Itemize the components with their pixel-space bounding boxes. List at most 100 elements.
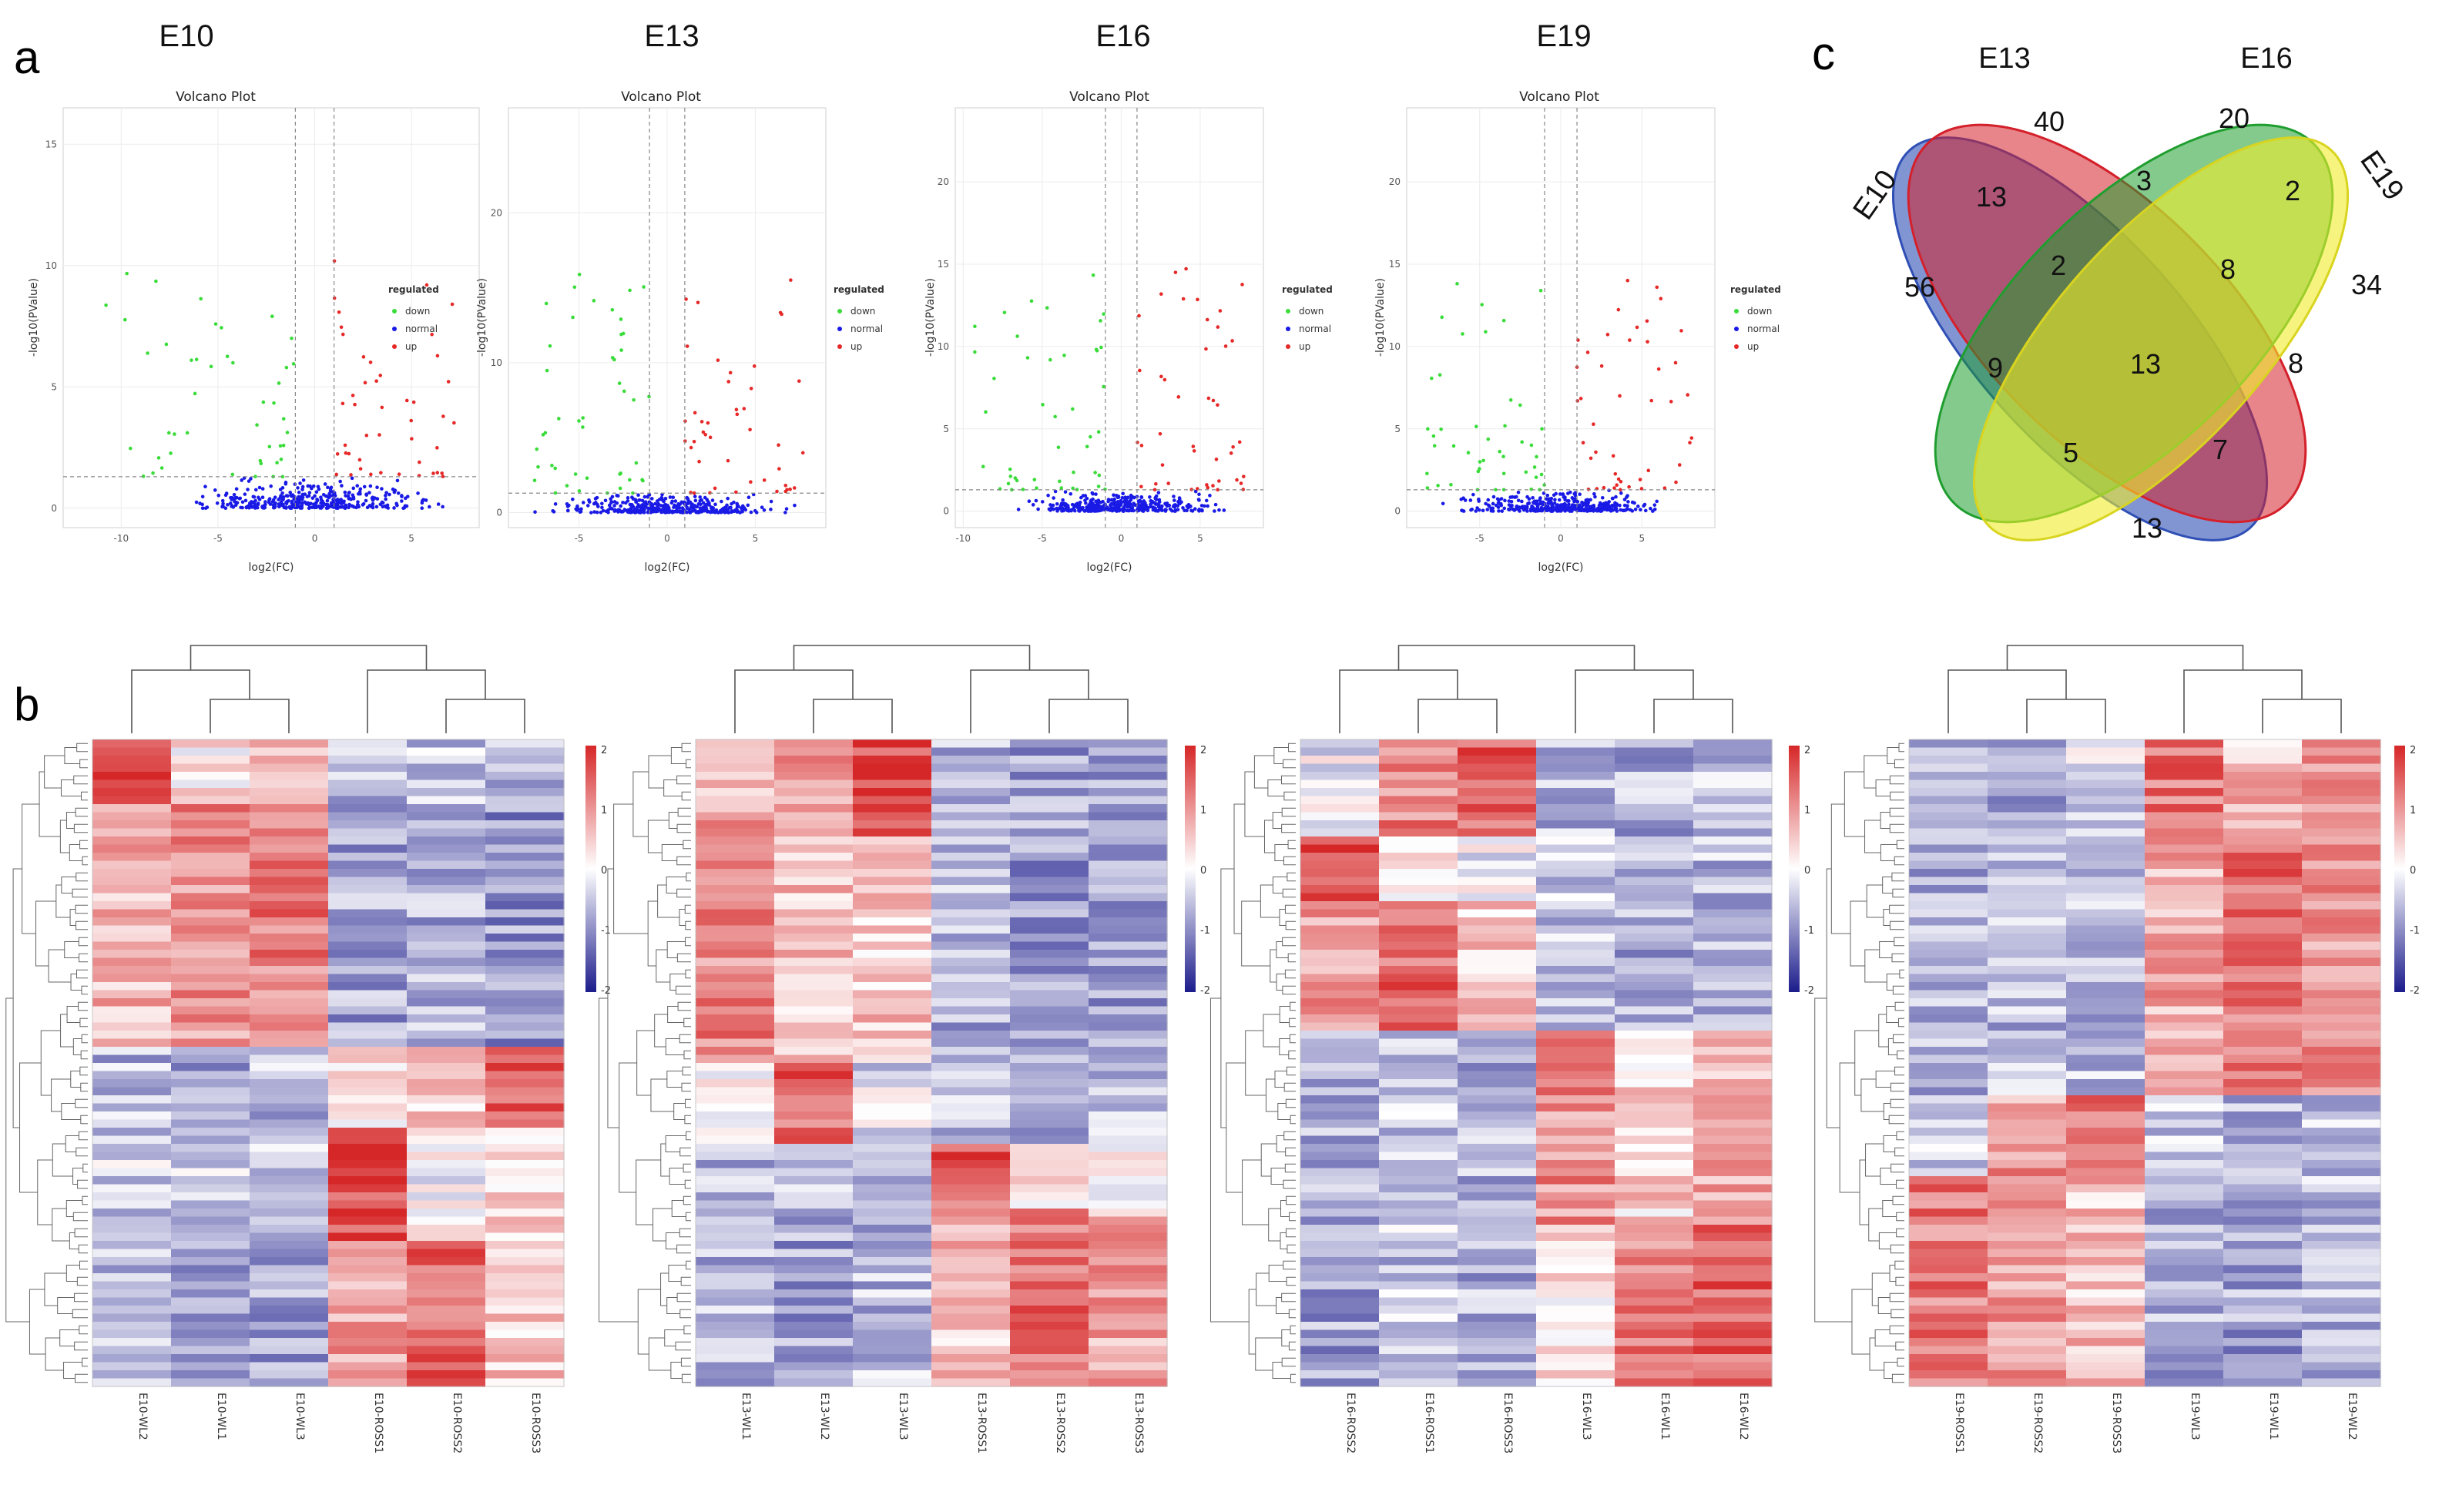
heatmap-cell	[2223, 1313, 2303, 1323]
heatmap-cell	[171, 957, 250, 967]
heatmap-cell	[1300, 1054, 1380, 1064]
heatmap-cell	[171, 869, 250, 878]
heatmap-cell	[92, 1103, 172, 1112]
point-down	[220, 326, 223, 330]
dendrogram-branch	[52, 1143, 73, 1177]
heatmap-cell	[250, 909, 329, 918]
point-normal	[1140, 508, 1144, 512]
heatmap-cell	[171, 1014, 250, 1024]
dendrogram-branch	[1886, 1006, 1899, 1023]
heatmap-cell	[1300, 756, 1380, 765]
point-normal	[705, 510, 710, 514]
heatmap-cell	[1010, 1184, 1089, 1193]
heatmap-cell	[485, 982, 565, 991]
heatmap-cell	[1300, 779, 1380, 789]
heatmap-cell	[1010, 1135, 1089, 1145]
heatmap-border	[1300, 739, 1773, 1387]
point-normal	[1081, 505, 1085, 510]
point-normal	[581, 501, 585, 505]
dendrogram-branch	[1280, 775, 1296, 785]
dendrogram-branch	[619, 1062, 637, 1193]
heatmap-cell	[2223, 796, 2303, 805]
point-up	[344, 451, 348, 455]
point-normal	[634, 510, 639, 515]
heatmap-cell	[1693, 1168, 1773, 1177]
volcano-title: Volcano Plot	[621, 89, 701, 105]
heatmap-cell	[2066, 820, 2145, 830]
point-normal	[1550, 509, 1555, 513]
heatmap-cell	[1010, 756, 1089, 765]
point-normal	[1123, 495, 1128, 499]
y-axis-label: -log10(PValue)	[28, 278, 40, 357]
heatmap-cell	[250, 869, 329, 878]
dendrogram-branch	[61, 1103, 81, 1120]
point-normal	[318, 506, 323, 510]
point-up	[1162, 377, 1167, 382]
point-normal	[1622, 498, 1627, 501]
heatmap-cell	[407, 836, 486, 846]
heatmap-cell	[1615, 957, 1694, 967]
heatmap-cell	[2145, 885, 2224, 894]
heatmap-cell	[1379, 1378, 1458, 1387]
dendrogram-branch	[1283, 759, 1296, 769]
heatmap-cell	[1379, 934, 1458, 943]
heatmap-cell	[853, 1209, 932, 1218]
volcano-title: Volcano Plot	[1069, 89, 1149, 105]
point-up	[1655, 285, 1659, 290]
point-down	[231, 360, 235, 365]
heatmap-cell	[1615, 966, 1694, 975]
point-up	[1191, 444, 1196, 448]
venn-set-label-e13: E13	[1978, 42, 2031, 75]
heatmap-cell	[1458, 1095, 1537, 1105]
heatmap-cell	[1379, 1370, 1458, 1380]
heatmap-cell	[1379, 1192, 1458, 1202]
heatmap-cell	[1693, 779, 1773, 789]
heatmap-cell	[171, 1192, 250, 1202]
heatmap-cell	[853, 1346, 932, 1355]
dendrogram-branch	[680, 1357, 691, 1367]
point-normal	[1512, 508, 1517, 512]
point-normal	[714, 508, 719, 512]
point-up	[800, 451, 805, 455]
heatmap-cell	[407, 1249, 486, 1258]
heatmap-cell	[1615, 1071, 1694, 1080]
dendrogram-branch	[679, 1034, 691, 1044]
heatmap-cell	[171, 1329, 250, 1339]
heatmap-cell	[1536, 779, 1615, 789]
heatmap-cell	[1458, 1031, 1537, 1040]
column-label: E19-WL1	[2267, 1393, 2280, 1440]
heatmap-cell	[853, 844, 932, 853]
heatmap-cell	[407, 1265, 486, 1274]
heatmap-cell	[485, 1329, 565, 1339]
point-down	[1524, 470, 1528, 474]
heatmap-cell	[931, 788, 1011, 797]
heatmap-cell	[1536, 1329, 1615, 1339]
point-up	[1635, 325, 1639, 330]
heatmap-cell	[1089, 901, 1168, 910]
heatmap-cell	[92, 1249, 172, 1258]
heatmap-cell	[250, 1322, 329, 1331]
heatmap-cell	[250, 1071, 329, 1080]
heatmap-cell	[1089, 1160, 1168, 1169]
dendrogram-branch	[55, 884, 71, 918]
heatmap-cell	[328, 1168, 408, 1177]
heatmap-cell	[853, 1241, 932, 1250]
heatmap-cell	[1458, 836, 1537, 846]
dendrogram-branch	[734, 669, 854, 733]
dendrogram-branch	[1895, 1341, 1904, 1351]
point-up	[424, 283, 429, 287]
heatmap-cell	[171, 836, 250, 846]
heatmap-cell	[2302, 893, 2381, 902]
heatmap-cell	[853, 1225, 932, 1234]
heatmap-cell	[2302, 877, 2381, 886]
heatmap-cell	[1536, 974, 1615, 983]
dendrogram-branch	[657, 884, 680, 918]
heatmap-cell	[407, 1160, 486, 1169]
heatmap-cell	[1089, 1322, 1168, 1331]
heatmap-cell	[92, 877, 172, 886]
heatmap-cell	[1458, 990, 1537, 999]
heatmap-cell	[2223, 1289, 2303, 1299]
heatmap-cell	[1909, 1370, 1988, 1380]
dendrogram-branch	[1866, 884, 1884, 918]
point-up	[435, 471, 440, 474]
